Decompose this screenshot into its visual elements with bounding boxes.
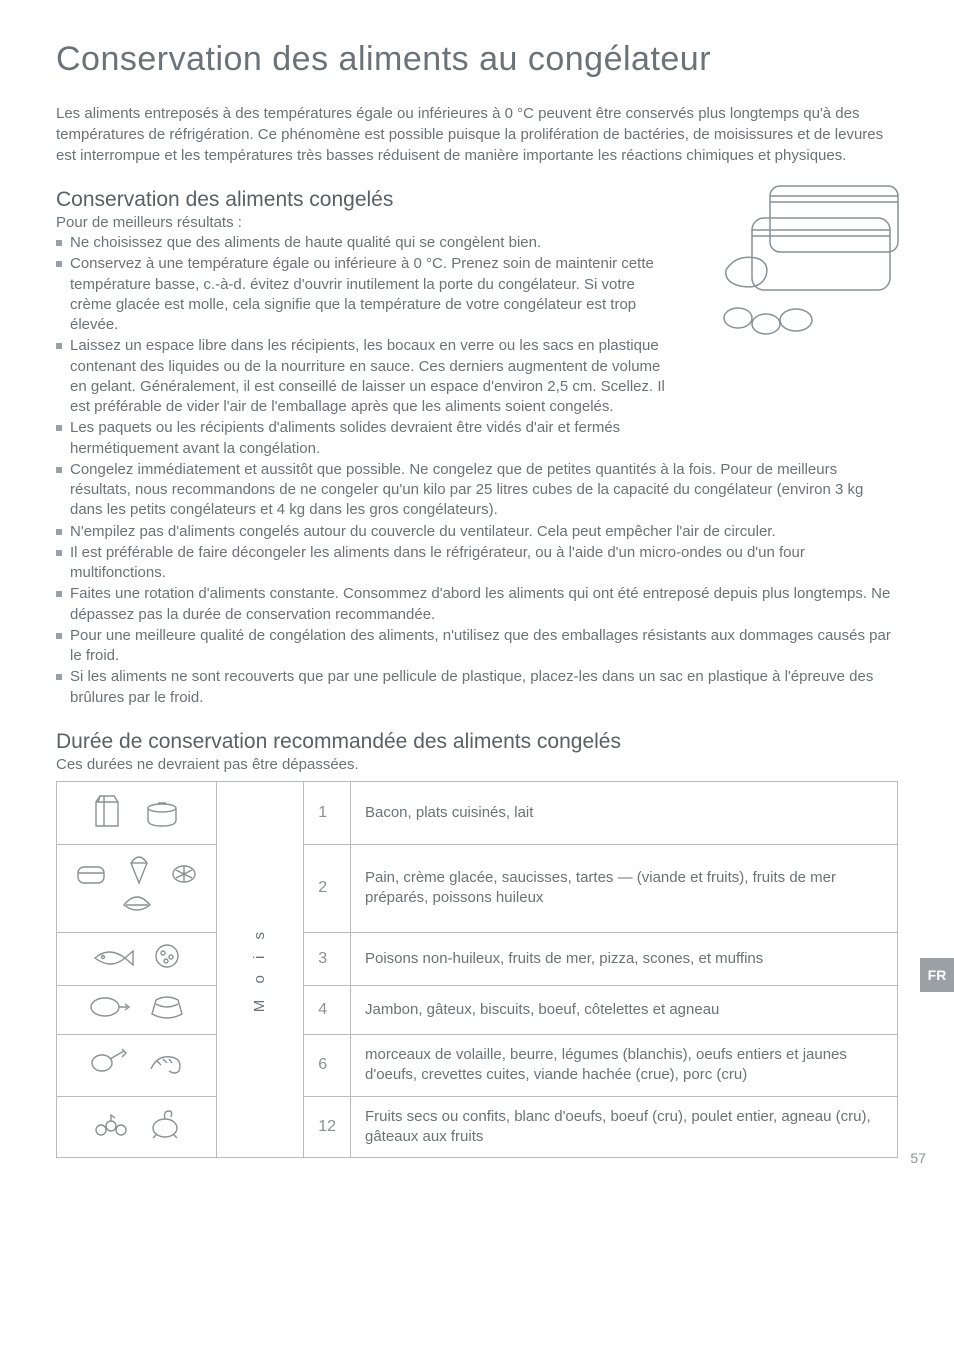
section2-heading: Durée de conservation recommandée des al…	[56, 730, 898, 754]
language-tab: FR	[920, 958, 954, 992]
page-title: Conservation des aliments au congélateur	[56, 40, 898, 79]
table-row: 3Poisons non-huileux, fruits de mer, piz…	[57, 932, 898, 985]
bullet-item: Conservez à une température égale ou inf…	[56, 254, 676, 335]
food-icons-cell	[57, 1096, 217, 1158]
months-value: 12	[304, 1096, 351, 1158]
table-row: 6morceaux de volaille, beurre, légumes (…	[57, 1035, 898, 1097]
months-value: 6	[304, 1035, 351, 1097]
food-icons-cell	[57, 932, 217, 985]
months-value: 3	[304, 932, 351, 985]
table-row: M o i s1Bacon, plats cuisinés, lait	[57, 781, 898, 844]
food-icons-cell	[57, 1035, 217, 1097]
bullet-item: N'empilez pas d'aliments congelés autour…	[56, 522, 898, 542]
food-description: Poisons non-huileux, fruits de mer, pizz…	[350, 932, 897, 985]
intro-paragraph: Les aliments entreposés à des températur…	[56, 103, 898, 166]
bullet-item: Faites une rotation d'aliments constante…	[56, 584, 898, 625]
food-icons-cell	[57, 845, 217, 933]
bullet-item: Ne choisissez que des aliments de haute …	[56, 233, 898, 253]
food-icons-cell	[57, 985, 217, 1034]
months-label: M o i s	[250, 926, 270, 1012]
months-value: 4	[304, 985, 351, 1034]
food-description: morceaux de volaille, beurre, légumes (b…	[350, 1035, 897, 1097]
months-value: 1	[304, 781, 351, 844]
food-icons-cell	[57, 781, 217, 844]
food-description: Bacon, plats cuisinés, lait	[350, 781, 897, 844]
food-description: Fruits secs ou confits, blanc d'oeufs, b…	[350, 1096, 897, 1158]
storage-table: M o i s1Bacon, plats cuisinés, lait 2Pai…	[56, 781, 898, 1158]
food-description: Jambon, gâteux, biscuits, boeuf, côtelet…	[350, 985, 897, 1034]
bullet-item: Pour une meilleure qualité de congélatio…	[56, 626, 898, 667]
months-label-cell: M o i s	[217, 781, 304, 1157]
section-frozen-storage: Conservation des aliments congelés Pour …	[56, 188, 898, 708]
table-row: 4Jambon, gâteux, biscuits, boeuf, côtele…	[57, 985, 898, 1034]
table-row: 12Fruits secs ou confits, blanc d'oeufs,…	[57, 1096, 898, 1158]
bullet-item: Il est préférable de faire décongeler le…	[56, 543, 898, 584]
table-row: 2Pain, crème glacée, saucisses, tartes —…	[57, 845, 898, 933]
bullet-item: Si les aliments ne sont recouverts que p…	[56, 667, 898, 708]
containers-illustration	[708, 178, 908, 348]
bullet-item: Congelez immédiatement et aussitôt que p…	[56, 460, 898, 521]
section-storage-duration: Durée de conservation recommandée des al…	[56, 730, 898, 1158]
months-value: 2	[304, 845, 351, 933]
bullet-item: Laissez un espace libre dans les récipie…	[56, 336, 676, 417]
food-description: Pain, crème glacée, saucisses, tartes — …	[350, 845, 897, 933]
page-number: 57	[910, 1150, 926, 1166]
section2-subtitle: Ces durées ne devraient pas être dépassé…	[56, 756, 898, 773]
bullet-item: Les paquets ou les récipients d'aliments…	[56, 418, 676, 459]
